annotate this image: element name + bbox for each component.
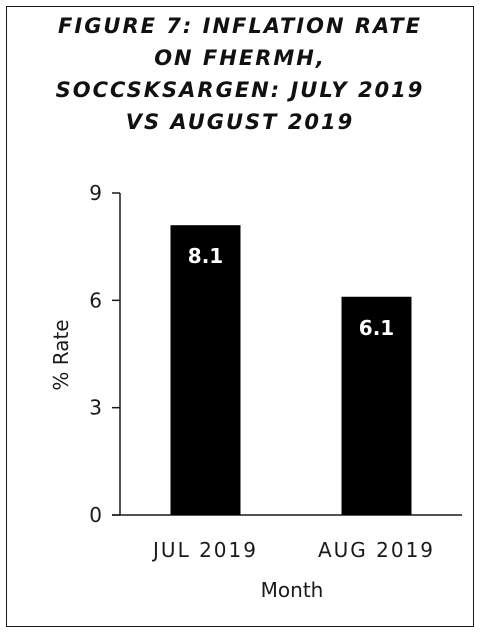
bar-value-label: 6.1 [359, 316, 394, 340]
bars [170, 225, 412, 515]
data-labels: 8.1 6.1 [188, 244, 394, 340]
bar-value-label: 8.1 [188, 244, 223, 268]
x-category-label: AUG 2019 [318, 538, 435, 562]
y-tick-label: 9 [89, 181, 102, 205]
y-axis-title: % Rate [49, 319, 73, 390]
chart-title-line-4: VS AUGUST 2019 [125, 110, 355, 134]
chart-title-line-1: FIGURE 7: INFLATION RATE [58, 14, 422, 38]
y-tick-label: 3 [89, 396, 102, 420]
x-axis-title: Month [261, 578, 324, 602]
bar [170, 225, 241, 515]
plot-area: 0 3 6 9 8.1 6.1 JUL 2019 AUG 2019 [89, 181, 462, 562]
y-tick-label: 6 [89, 288, 102, 312]
chart-title-line-3: SOCCSKSARGEN: JULY 2019 [55, 78, 425, 102]
y-tick-label: 0 [89, 503, 102, 527]
chart-title-line-2: ON FHERMH, [154, 46, 326, 70]
chart-title: FIGURE 7: INFLATION RATE ON FHERMH, SOCC… [0, 10, 480, 138]
x-category-label: JUL 2019 [151, 538, 258, 562]
x-axis-categories: JUL 2019 AUG 2019 [151, 538, 435, 562]
bar [341, 296, 412, 515]
y-axis-ticks: 0 3 6 9 [89, 181, 120, 527]
